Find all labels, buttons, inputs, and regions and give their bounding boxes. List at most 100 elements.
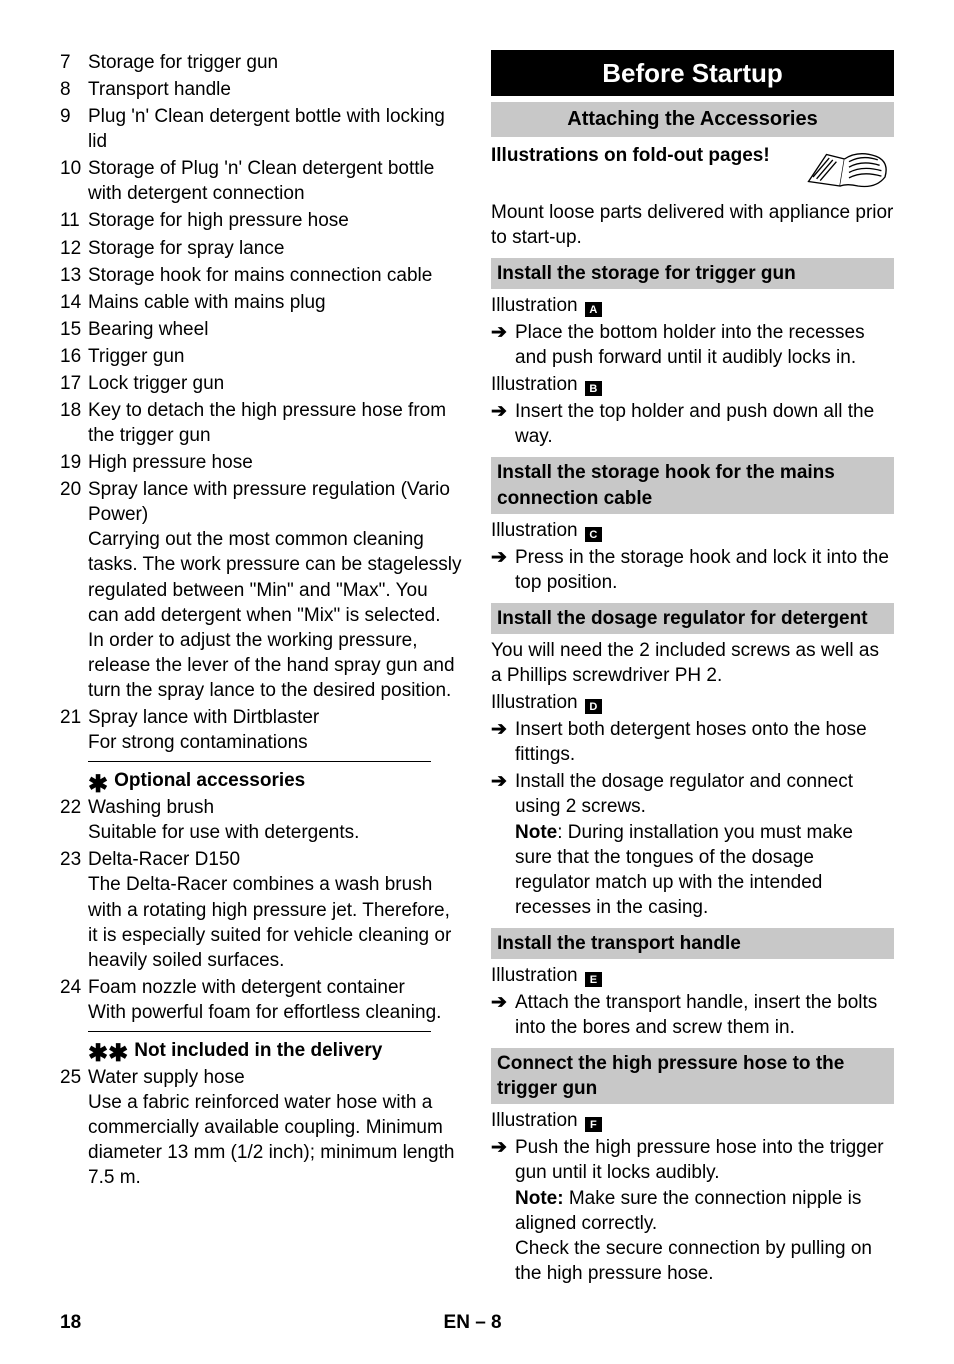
instruction-text: Install the dosage regulator and connect… bbox=[515, 769, 894, 919]
illustration-ref: Illustration F bbox=[491, 1108, 894, 1133]
item-number: 9 bbox=[60, 104, 88, 154]
list-item: 12Storage for spray lance bbox=[60, 236, 463, 261]
item-text: Storage of Plug 'n' Clean detergent bott… bbox=[88, 156, 463, 206]
item-number: 20 bbox=[60, 477, 88, 703]
item-number: 17 bbox=[60, 371, 88, 396]
item-number: 11 bbox=[60, 208, 88, 233]
section-title-grey: Attaching the Accessories bbox=[491, 102, 894, 136]
item-text: Spray lance with DirtblasterFor strong c… bbox=[88, 705, 463, 755]
list-item: 11Storage for high pressure hose bbox=[60, 208, 463, 233]
subsection-heading: Install the dosage regulator for deterge… bbox=[491, 603, 894, 634]
paragraph: You will need the 2 included screws as w… bbox=[491, 638, 894, 688]
instruction-text: Insert the top holder and push down all … bbox=[515, 399, 894, 449]
list-item: 22Washing brushSuitable for use with det… bbox=[60, 795, 463, 845]
arrow-icon: ➔ bbox=[491, 320, 515, 370]
item-number: 12 bbox=[60, 236, 88, 261]
list-item: 21Spray lance with DirtblasterFor strong… bbox=[60, 705, 463, 755]
divider bbox=[88, 761, 431, 762]
item-number: 23 bbox=[60, 847, 88, 972]
list-item: 17Lock trigger gun bbox=[60, 371, 463, 396]
list-item: 23Delta-Racer D150The Delta-Racer combin… bbox=[60, 847, 463, 972]
item-text: Transport handle bbox=[88, 77, 463, 102]
item-number: 14 bbox=[60, 290, 88, 315]
instruction-text: Push the high pressure hose into the tri… bbox=[515, 1135, 894, 1285]
item-text: Lock trigger gun bbox=[88, 371, 463, 396]
foldout-pages-icon bbox=[804, 143, 894, 200]
subsection-heading: Install the transport handle bbox=[491, 928, 894, 959]
list-item: 20Spray lance with pressure regulation (… bbox=[60, 477, 463, 703]
illustration-letter-icon: B bbox=[585, 381, 602, 396]
footer: 18 EN – 8 bbox=[60, 1312, 894, 1334]
instruction-text: Press in the storage hook and lock it in… bbox=[515, 545, 894, 595]
list-item: 8Transport handle bbox=[60, 77, 463, 102]
arrow-icon: ➔ bbox=[491, 769, 515, 919]
illustration-letter-icon: F bbox=[585, 1117, 602, 1132]
item-text: Storage for spray lance bbox=[88, 236, 463, 261]
left-column: 7Storage for trigger gun8Transport handl… bbox=[60, 50, 463, 1288]
divider bbox=[88, 1031, 431, 1032]
item-text: Spray lance with pressure regulation (Va… bbox=[88, 477, 463, 703]
columns: 7Storage for trigger gun8Transport handl… bbox=[60, 50, 894, 1288]
intro-text: Mount loose parts delivered with applian… bbox=[491, 200, 894, 250]
item-number: 19 bbox=[60, 450, 88, 475]
arrow-icon: ➔ bbox=[491, 399, 515, 449]
item-number: 7 bbox=[60, 50, 88, 75]
illustration-ref: Illustration A bbox=[491, 293, 894, 318]
illustration-ref: Illustration E bbox=[491, 963, 894, 988]
illustration-ref: Illustration C bbox=[491, 518, 894, 543]
instruction-step: ➔Push the high pressure hose into the tr… bbox=[491, 1135, 894, 1285]
instruction-step: ➔Install the dosage regulator and connec… bbox=[491, 769, 894, 919]
item-text: Trigger gun bbox=[88, 344, 463, 369]
instruction-text: Attach the transport handle, insert the … bbox=[515, 990, 894, 1040]
item-text: Bearing wheel bbox=[88, 317, 463, 342]
list-item: 18Key to detach the high pressure hose f… bbox=[60, 398, 463, 448]
arrow-icon: ➔ bbox=[491, 717, 515, 767]
arrow-icon: ➔ bbox=[491, 990, 515, 1040]
item-text: Washing brushSuitable for use with deter… bbox=[88, 795, 463, 845]
item-text: Foam nozzle with detergent containerWith… bbox=[88, 975, 463, 1025]
illustration-ref: Illustration B bbox=[491, 372, 894, 397]
list-item: 9Plug 'n' Clean detergent bottle with lo… bbox=[60, 104, 463, 154]
item-number: 16 bbox=[60, 344, 88, 369]
item-text: Water supply hoseUse a fabric reinforced… bbox=[88, 1065, 463, 1190]
list-item: 15Bearing wheel bbox=[60, 317, 463, 342]
item-number: 13 bbox=[60, 263, 88, 288]
page: 7Storage for trigger gun8Transport handl… bbox=[0, 0, 954, 1364]
page-number-mid: EN – 8 bbox=[81, 1312, 864, 1334]
item-text: Storage for high pressure hose bbox=[88, 208, 463, 233]
item-text: Storage hook for mains connection cable bbox=[88, 263, 463, 288]
subsection-heading: Install the storage hook for the mains c… bbox=[491, 457, 894, 513]
list-item: 16Trigger gun bbox=[60, 344, 463, 369]
illustration-letter-icon: C bbox=[585, 527, 602, 542]
illustrations-callout: Illustrations on fold-out pages! bbox=[491, 143, 894, 200]
item-number: 10 bbox=[60, 156, 88, 206]
instruction-text: Insert both detergent hoses onto the hos… bbox=[515, 717, 894, 767]
list-item: 24Foam nozzle with detergent containerWi… bbox=[60, 975, 463, 1025]
illustrations-text: Illustrations on fold-out pages! bbox=[491, 143, 804, 168]
item-number: 25 bbox=[60, 1065, 88, 1190]
illustration-ref: Illustration D bbox=[491, 690, 894, 715]
instruction-step: ➔Insert both detergent hoses onto the ho… bbox=[491, 717, 894, 767]
subsection-heading: Install the storage for trigger gun bbox=[491, 258, 894, 289]
list-item: 13Storage hook for mains connection cabl… bbox=[60, 263, 463, 288]
item-text: Mains cable with mains plug bbox=[88, 290, 463, 315]
item-number: 15 bbox=[60, 317, 88, 342]
list-item: 7Storage for trigger gun bbox=[60, 50, 463, 75]
list-item: 25Water supply hoseUse a fabric reinforc… bbox=[60, 1065, 463, 1190]
item-text: Key to detach the high pressure hose fro… bbox=[88, 398, 463, 448]
page-number-left: 18 bbox=[60, 1312, 81, 1334]
item-number: 8 bbox=[60, 77, 88, 102]
list-item: 19High pressure hose bbox=[60, 450, 463, 475]
section-title-black: Before Startup bbox=[491, 50, 894, 96]
instruction-step: ➔Place the bottom holder into the recess… bbox=[491, 320, 894, 370]
illustration-letter-icon: D bbox=[585, 699, 602, 714]
item-number: 22 bbox=[60, 795, 88, 845]
illustration-letter-icon: A bbox=[585, 302, 602, 317]
illustration-letter-icon: E bbox=[585, 972, 602, 987]
item-number: 24 bbox=[60, 975, 88, 1025]
list-item: 10Storage of Plug 'n' Clean detergent bo… bbox=[60, 156, 463, 206]
item-text: Plug 'n' Clean detergent bottle with loc… bbox=[88, 104, 463, 154]
arrow-icon: ➔ bbox=[491, 1135, 515, 1285]
arrow-icon: ➔ bbox=[491, 545, 515, 595]
item-text: Delta-Racer D150The Delta-Racer combines… bbox=[88, 847, 463, 972]
